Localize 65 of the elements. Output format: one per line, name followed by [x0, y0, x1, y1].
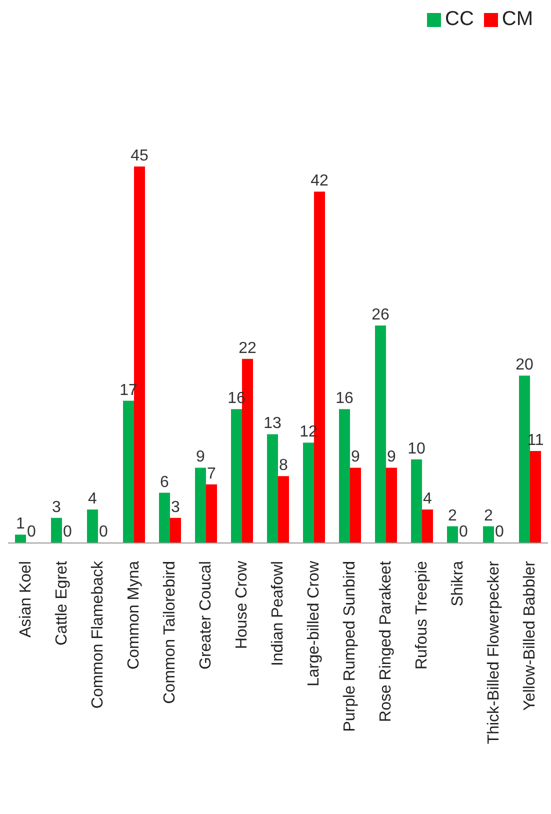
x-tick-label: Common Myna: [126, 560, 142, 670]
bar: [483, 526, 494, 543]
data-label: 3: [52, 498, 62, 516]
data-label: 20: [516, 356, 534, 374]
bar: [87, 510, 98, 543]
data-label: 26: [372, 306, 390, 324]
data-label: 4: [423, 490, 432, 508]
x-tick-label: House Crow: [234, 560, 250, 650]
bar: [195, 468, 206, 543]
bar: [339, 409, 350, 543]
data-label: 45: [130, 148, 148, 164]
data-label: 9: [351, 448, 360, 466]
data-label: 8: [279, 457, 288, 474]
data-label: 10: [408, 440, 426, 458]
data-label: 0: [459, 524, 468, 540]
x-tick-label: Greater Coucal: [198, 561, 214, 670]
bar: [51, 518, 62, 543]
data-label: 1: [16, 516, 26, 533]
x-tick-label: Common Tailorebird: [162, 561, 178, 704]
data-label: 9: [387, 448, 396, 466]
x-tick-label: Yellow-Billed Babbler: [522, 560, 538, 711]
bar: [267, 434, 278, 543]
data-label: 3: [171, 498, 180, 516]
bar: [386, 468, 397, 543]
data-label: 2: [448, 507, 458, 524]
data-label: 7: [207, 465, 216, 482]
data-label: 22: [238, 340, 256, 357]
data-label: 0: [99, 524, 108, 540]
bar: [350, 468, 361, 543]
bar: [422, 510, 433, 543]
data-label: 42: [310, 172, 328, 190]
bar: [231, 409, 242, 543]
bar: [519, 376, 530, 543]
legend-label: CC: [445, 8, 474, 30]
x-tick-label: Common Flameback: [90, 560, 106, 709]
data-label: 9: [196, 448, 206, 466]
x-tick-label: Rose Ringed Parakeet: [378, 560, 394, 722]
data-label: 13: [264, 415, 282, 432]
data-label: 0: [495, 524, 504, 540]
data-label: 4: [88, 490, 98, 508]
data-label: 2: [484, 507, 494, 524]
bar: [530, 450, 541, 543]
bar: [303, 442, 314, 543]
data-label: 16: [336, 390, 354, 408]
bar: [15, 534, 26, 543]
x-tick-label: Thick-Billed Flowerpecker: [486, 560, 502, 744]
x-tick-label: Large-billed Crow: [306, 560, 322, 686]
x-tick-label: Cattle Egret: [54, 560, 70, 646]
x-tick-label: Asian Koel: [18, 561, 34, 638]
x-tick-label: Shikra: [450, 560, 466, 606]
bar: [447, 526, 458, 543]
bar: [278, 476, 289, 543]
x-tick-label: Indian Peafowl: [270, 561, 286, 666]
x-tick-label: Rufous Treepie: [414, 560, 430, 670]
legend-label: CM: [502, 8, 533, 30]
x-tick-label: Purple Rumped Sunbird: [342, 561, 358, 732]
bar: [375, 325, 386, 543]
bar: [206, 484, 217, 543]
bar: [159, 492, 170, 543]
data-label: 0: [63, 524, 72, 540]
bar: [123, 400, 134, 543]
data-label: 0: [27, 524, 36, 540]
bar: [411, 459, 422, 543]
bar: [170, 518, 181, 543]
data-label: 6: [160, 474, 170, 491]
